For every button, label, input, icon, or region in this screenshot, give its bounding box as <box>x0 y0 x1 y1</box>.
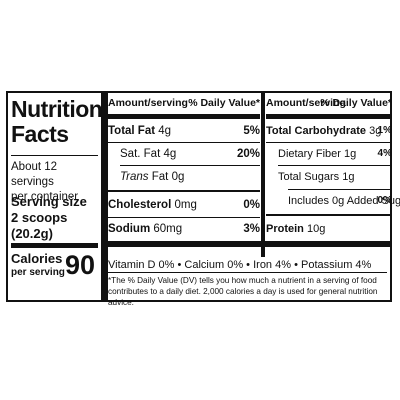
thin-rule <box>108 217 260 218</box>
thin-rule <box>108 142 260 143</box>
nutrient-amount: 4g <box>158 125 172 137</box>
thin-rule <box>288 189 392 190</box>
divider <box>11 155 98 156</box>
nutrient-amount: 1g <box>342 171 355 183</box>
vitamins-minerals: Vitamin D 0% • Calcium 0% • Iron 4% • Po… <box>108 258 387 272</box>
bullet: • <box>177 259 182 271</box>
nutrient-row: Includes 0g Added Sugars 0% <box>266 191 400 211</box>
servings-line-1: About 12 servings <box>11 161 58 188</box>
nutrient-row: Protein 10g <box>266 219 392 239</box>
header-daily-value: % Daily Value* <box>188 97 260 109</box>
nutrient-name: Dietary Fiber <box>278 148 341 160</box>
medium-rule <box>108 190 260 192</box>
nutrients-column-right: Amount/serving % Daily Value* Total Carb… <box>266 93 400 257</box>
thick-rule <box>108 114 260 119</box>
nutrient-amount: 0g <box>171 171 185 183</box>
nutrient-name: Sodium <box>108 223 151 235</box>
nutrient-row: Sat. Fat 4g 20% <box>108 144 260 164</box>
daily-value-footnote: *The % Daily Value (DV) tells you how mu… <box>108 276 378 307</box>
calories-label: Calories per serving <box>11 252 65 280</box>
nutrient-row: Total Carbohydrate 3g 1% <box>266 121 392 141</box>
nutrients-column-left: Amount/serving % Daily Value* Total Fat … <box>108 93 260 257</box>
calories-text: Calories <box>11 251 63 266</box>
calories-per-serving: per serving <box>11 267 65 278</box>
nutrient-dv: 3% <box>243 223 260 235</box>
header-amount: Amount/serving <box>266 97 346 109</box>
medium-rule <box>266 214 392 216</box>
nutrient-dv: 0% <box>377 195 392 206</box>
serving-size-value: 2 scoops (20.2g) <box>11 210 68 241</box>
nutrient-row: Dietary Fiber 1g 4% <box>266 144 392 164</box>
thin-rule <box>108 272 387 273</box>
calcium: Calcium 0% <box>184 259 244 271</box>
nutrient-amount: 4g <box>163 148 177 160</box>
nutrient-dv: 1% <box>377 125 392 136</box>
nutrient-amount: 10g <box>306 223 326 235</box>
header-daily-value: % Daily Value* <box>320 97 392 109</box>
nutrient-name: Protein <box>266 223 304 235</box>
title-line-1: Nutrition <box>11 96 103 122</box>
nutrient-name: Total Carbohydrate <box>266 125 367 137</box>
nutrient-row: Trans Fat 0g <box>108 167 260 187</box>
thin-rule <box>278 165 392 166</box>
bullet: • <box>246 259 251 271</box>
nutrient-name: Cholesterol <box>108 199 172 211</box>
thick-rule <box>266 114 392 119</box>
label-title: Nutrition Facts <box>11 96 103 147</box>
nutrient-dv: 5% <box>243 125 260 137</box>
nutrient-name: Total Fat <box>108 125 156 137</box>
thick-rule-bottom <box>108 241 390 247</box>
nutrient-name: Total Sugars <box>278 171 340 183</box>
nutrient-name-italic: Trans <box>120 171 149 183</box>
nutrient-row: Total Fat 4g 5% <box>108 121 260 141</box>
column-separator <box>261 93 265 257</box>
iron: Iron 4% <box>253 259 292 271</box>
thick-divider <box>11 243 98 248</box>
nutrient-amount: 3g <box>369 125 382 137</box>
serving-size-label: Serving size <box>11 194 87 209</box>
potassium: Potassium 4% <box>301 259 372 271</box>
nutrient-row: Total Sugars 1g <box>266 167 392 187</box>
nutrition-facts-label: Nutrition Facts About 12 servings per co… <box>6 91 400 307</box>
thin-rule <box>266 142 392 143</box>
nutrient-amount: 0mg <box>174 199 197 211</box>
nutrient-name: Includes 0g Added Sugars <box>288 195 400 207</box>
header-amount: Amount/serving <box>108 97 188 109</box>
nutrient-name: Sat. Fat <box>120 148 161 160</box>
nutrient-dv: 4% <box>377 148 392 159</box>
servings-line-2: per container <box>11 191 79 203</box>
nutrient-name-rest: Fat <box>151 171 169 183</box>
nutrient-dv: 20% <box>236 148 260 160</box>
nutrient-row: Cholesterol 0mg 0% <box>108 195 260 215</box>
label-left-panel: Nutrition Facts About 12 servings per co… <box>8 93 108 300</box>
nutrient-amount: 1g <box>344 148 357 160</box>
nutrient-row: Sodium 60mg 3% <box>108 219 260 239</box>
column-header-left: Amount/serving % Daily Value* <box>108 97 260 109</box>
column-header-right: Amount/serving % Daily Value* <box>266 97 392 109</box>
serving-size: Serving size 2 scoops (20.2g) <box>11 194 101 242</box>
nutrient-dv: 0% <box>243 199 260 211</box>
title-line-2: Facts <box>11 121 69 147</box>
vitamin-d: Vitamin D 0% <box>108 259 175 271</box>
thin-rule <box>120 165 260 166</box>
nutrient-amount: 60mg <box>153 223 183 235</box>
calories-value: 90 <box>65 250 96 280</box>
servings-per-container: About 12 servings per container <box>11 160 101 205</box>
bullet: • <box>294 259 298 271</box>
